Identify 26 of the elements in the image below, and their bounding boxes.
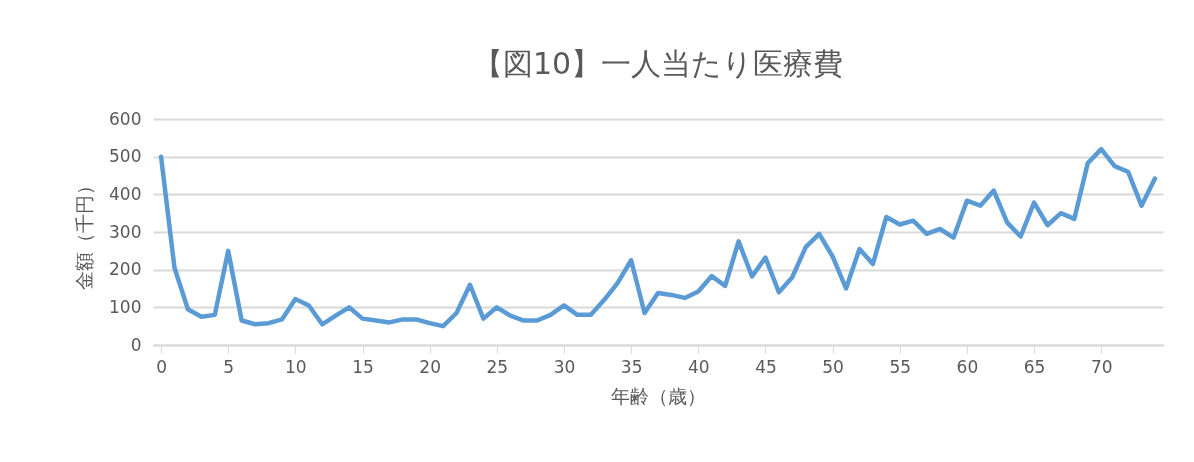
- x-tick-label: 55: [889, 356, 912, 377]
- y-tick-label: 400: [109, 183, 142, 204]
- x-axis-title: 年齢（歳）: [611, 384, 706, 407]
- x-tick-label: 40: [687, 356, 710, 377]
- chart-title: 【図10】一人当たり医療費: [472, 46, 844, 81]
- x-tick-label: 25: [486, 356, 509, 377]
- x-tick-label: 45: [755, 356, 777, 377]
- y-axis-title: 金額（千円）: [73, 175, 96, 290]
- x-tick-label: 35: [620, 356, 643, 377]
- x-tick-label: 0: [156, 356, 167, 377]
- x-tick-label: 65: [1023, 356, 1046, 377]
- y-tick-label: 200: [109, 259, 142, 280]
- y-tick-label: 500: [109, 146, 142, 167]
- x-tick-label: 60: [956, 356, 979, 377]
- x-tick-label: 10: [285, 356, 307, 377]
- x-tick-label: 30: [553, 356, 576, 377]
- y-tick-label: 600: [109, 108, 142, 129]
- y-tick-label: 100: [109, 296, 142, 317]
- x-tick-label: 5: [223, 356, 235, 377]
- y-tick-label: 0: [130, 334, 142, 355]
- line-series: [158, 146, 1158, 329]
- x-tick-label: 20: [419, 356, 441, 377]
- x-tick-label: 70: [1090, 356, 1113, 377]
- x-tick-label: 50: [822, 356, 844, 377]
- y-tick-label: 300: [109, 221, 142, 242]
- x-tick-label: 15: [352, 356, 374, 377]
